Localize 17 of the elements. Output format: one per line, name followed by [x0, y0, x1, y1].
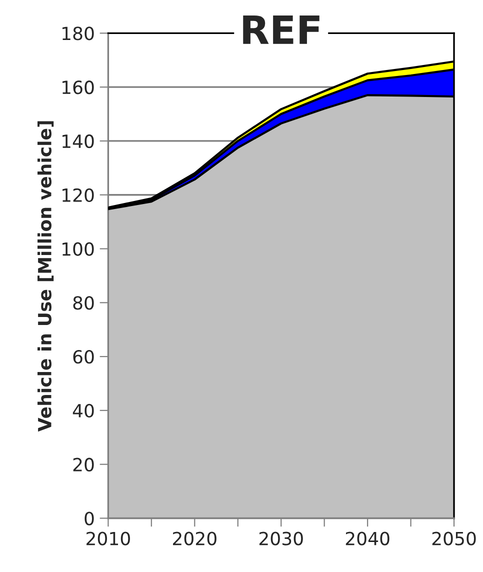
y-tick-label: 100 [62, 242, 94, 256]
y-tick-label: 180 [62, 26, 94, 40]
x-tick-label: 2020 [172, 532, 216, 546]
y-tick-label: 160 [62, 80, 94, 94]
y-tick-label: 120 [62, 188, 94, 202]
y-tick-label: 20 [73, 458, 94, 472]
y-tick-label: 80 [73, 296, 94, 310]
chart-title: REF [243, 16, 320, 44]
y-tick-label: 140 [62, 134, 94, 148]
y-axis-title: Vehicle in Use [Million vehicle] [38, 121, 54, 432]
y-tick-label: 60 [73, 350, 94, 364]
y-tick-label: 40 [72, 404, 94, 418]
y-tick-label: 0 [84, 512, 94, 526]
x-tick-label: 2030 [259, 532, 303, 546]
x-tick-label: 2010 [86, 532, 130, 546]
x-tick-label: 2040 [346, 532, 390, 546]
x-tick-label: 2050 [432, 532, 476, 546]
